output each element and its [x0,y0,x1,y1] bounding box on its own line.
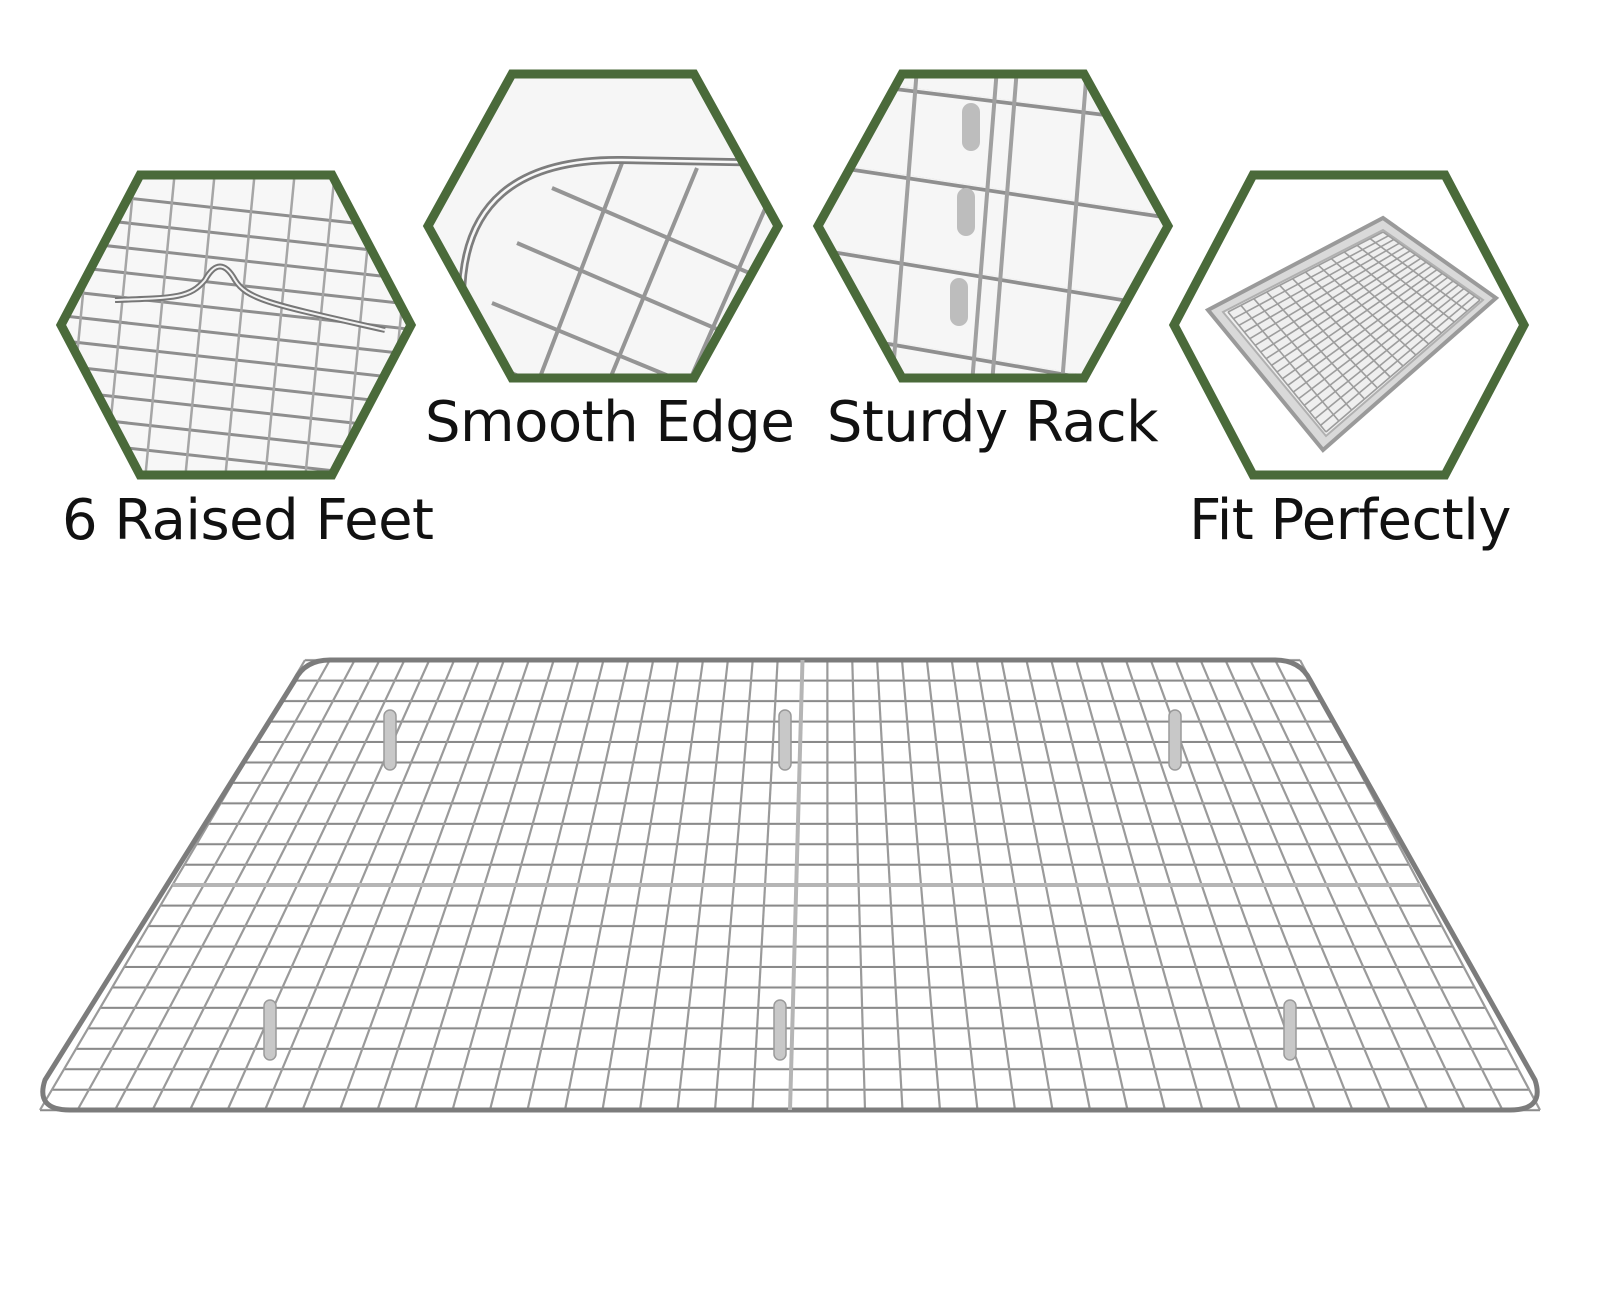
feature-label-smooth-edge: Smooth Edge [425,390,795,455]
raised-feet-closeup [55,170,417,480]
feature-label-sturdy-rack: Sturdy Rack [826,390,1159,455]
sturdy-rack-closeup [812,69,1174,383]
fit-perfectly-closeup [1168,170,1530,480]
smooth-edge-closeup [422,69,784,383]
feature-label-raised-feet: 6 Raised Feet [62,488,434,553]
feature-label-fit-perfectly: Fit Perfectly [1189,488,1511,553]
